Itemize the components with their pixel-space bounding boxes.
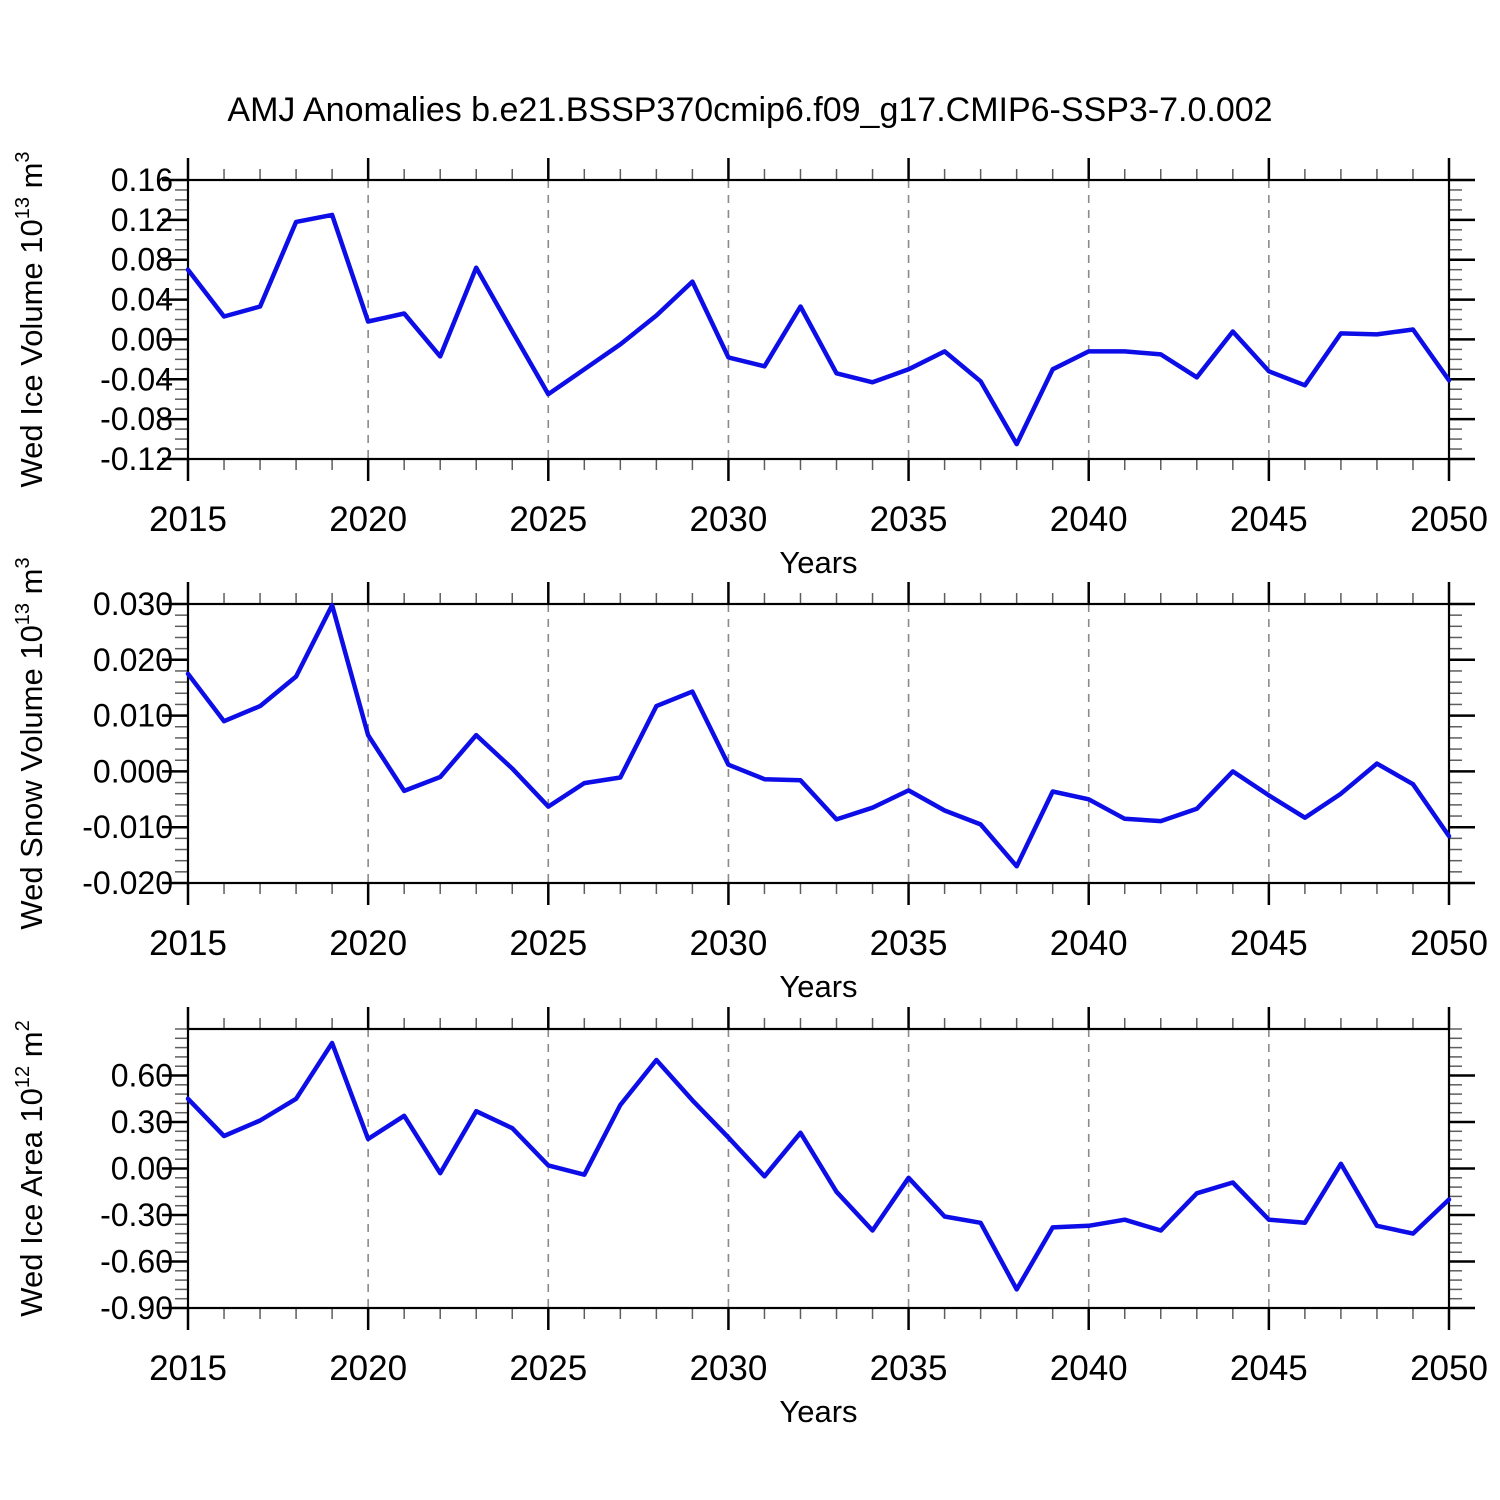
svg-text:0.08: 0.08: [111, 242, 173, 278]
svg-text:0.00: 0.00: [111, 1151, 173, 1187]
y-ticks: [162, 178, 1475, 461]
svg-text:2035: 2035: [870, 1349, 948, 1388]
y-axis-title: Wed Snow Volume 1013​ m3​: [12, 557, 49, 929]
plot-frame: [186, 1027, 1451, 1310]
y-tick-labels: 0.030 0.020 0.010 0.000 -0.010 -0.020: [82, 586, 173, 901]
x-axis-title: Years: [779, 1394, 857, 1429]
svg-text:2050: 2050: [1410, 500, 1488, 539]
x-tick-labels: 2015 2020 2025 2030 2035 2040 2045 2050: [149, 500, 1488, 539]
svg-text:-0.30: -0.30: [100, 1197, 173, 1233]
svg-text:2040: 2040: [1050, 924, 1128, 963]
svg-text:0.010: 0.010: [93, 698, 173, 734]
data-line-wed-snow-volume: [185, 602, 1452, 869]
x-ticks: [186, 582, 1451, 905]
y-tick-labels: 0.60 0.30 0.00 -0.30 -0.60 -0.90: [100, 1058, 173, 1327]
x-ticks: [186, 1007, 1451, 1330]
svg-text:0.00: 0.00: [111, 321, 173, 357]
x-ticks: [186, 158, 1451, 481]
svg-text:0.12: 0.12: [111, 202, 173, 238]
svg-text:2015: 2015: [149, 1349, 227, 1388]
y-ticks: [162, 602, 1475, 885]
svg-text:2040: 2040: [1050, 1349, 1128, 1388]
svg-text:2040: 2040: [1050, 500, 1128, 539]
svg-text:2015: 2015: [149, 924, 227, 963]
svg-text:0.16: 0.16: [111, 162, 173, 198]
svg-text:2030: 2030: [689, 500, 767, 539]
svg-text:0.020: 0.020: [93, 642, 173, 678]
svg-text:2015: 2015: [149, 500, 227, 539]
svg-text:0.000: 0.000: [93, 753, 173, 789]
svg-text:2020: 2020: [329, 1349, 407, 1388]
plot-frame: [186, 178, 1451, 461]
svg-text:-0.08: -0.08: [100, 401, 173, 437]
svg-text:-0.020: -0.020: [82, 865, 173, 901]
svg-text:2035: 2035: [870, 924, 948, 963]
svg-text:2045: 2045: [1230, 924, 1308, 963]
gridlines: [367, 1029, 1270, 1308]
svg-text:2030: 2030: [689, 1349, 767, 1388]
y-axis-title: Wed Ice Area 1012​ m2​: [12, 1020, 49, 1316]
gridlines: [367, 180, 1270, 459]
y-tick-labels: 0.16 0.12 0.08 0.040.00 -0.04 -0.08 -0.12: [100, 162, 173, 477]
svg-text:0.60: 0.60: [111, 1058, 173, 1094]
x-tick-labels: 2015 2020 2025 2030 2035 2040 2045 2050: [149, 1349, 1488, 1388]
svg-text:-0.12: -0.12: [100, 441, 173, 477]
y-ticks: [162, 1028, 1475, 1310]
svg-text:-0.90: -0.90: [100, 1290, 173, 1326]
svg-text:-0.60: -0.60: [100, 1244, 173, 1280]
svg-text:2045: 2045: [1230, 1349, 1308, 1388]
svg-text:2035: 2035: [870, 500, 948, 539]
svg-text:2045: 2045: [1230, 500, 1308, 539]
chart-title: AMJ Anomalies b.e21.BSSP370cmip6.f09_g17…: [227, 91, 1273, 129]
svg-text:2020: 2020: [329, 924, 407, 963]
svg-text:0.04: 0.04: [111, 282, 173, 318]
x-tick-labels: 2015 2020 2025 2030 2035 2040 2045 2050: [149, 924, 1488, 963]
panel-wed-snow-volume: 0.030 0.020 0.010 0.000 -0.010 -0.020 2015 2020…: [12, 557, 1488, 1004]
y-axis-title: Wed Ice Volume 1013​ m3​: [12, 151, 49, 487]
svg-text:0.030: 0.030: [93, 586, 173, 622]
x-axis-title: Years: [779, 545, 857, 580]
gridlines: [367, 604, 1270, 883]
svg-text:2050: 2050: [1410, 1349, 1488, 1388]
x-axis-title: Years: [779, 969, 857, 1004]
svg-text:2025: 2025: [509, 924, 587, 963]
svg-text:0.30: 0.30: [111, 1104, 173, 1140]
svg-text:2020: 2020: [329, 500, 407, 539]
data-line-wed-ice-volume: [185, 212, 1452, 447]
svg-text:2025: 2025: [509, 1349, 587, 1388]
svg-text:2025: 2025: [509, 500, 587, 539]
data-line-wed-ice-area: [185, 1040, 1452, 1292]
svg-text:2030: 2030: [689, 924, 767, 963]
svg-text:-0.010: -0.010: [82, 809, 173, 845]
plot-frame: [186, 602, 1451, 885]
svg-text:2050: 2050: [1410, 924, 1488, 963]
svg-text:-0.04: -0.04: [100, 361, 173, 397]
